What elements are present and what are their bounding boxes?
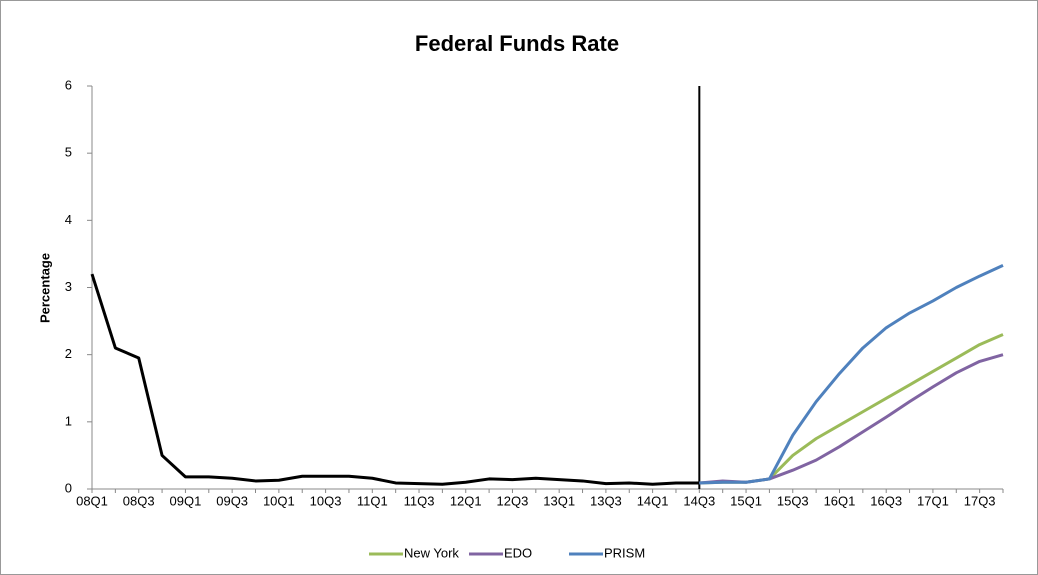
- x-tick-label: 10Q1: [263, 493, 295, 508]
- x-tick-label: 14Q3: [683, 493, 715, 508]
- legend-label: EDO: [504, 545, 532, 560]
- y-tick-label: 6: [65, 77, 72, 92]
- x-tick-label: 13Q1: [543, 493, 575, 508]
- series-line: [699, 263, 1004, 485]
- x-tick-label: 08Q3: [123, 493, 155, 508]
- x-tick-label: 16Q1: [824, 493, 856, 508]
- legend-label: New York: [404, 545, 459, 560]
- x-tick-label: 11Q3: [404, 493, 435, 508]
- x-tick-label: 11Q1: [357, 493, 388, 508]
- x-tick-label: 17Q3: [964, 493, 996, 508]
- x-tick-label: 12Q3: [497, 493, 529, 508]
- x-tick-label: 13Q3: [590, 493, 622, 508]
- x-tick-label: 14Q1: [637, 493, 669, 508]
- x-tick-label: 09Q3: [216, 493, 248, 508]
- series-line: [90, 273, 700, 486]
- x-tick-label: 08Q1: [76, 493, 108, 508]
- y-tick-label: 3: [65, 279, 72, 294]
- x-tick-label: 16Q3: [870, 493, 902, 508]
- x-tick-label: 10Q3: [310, 493, 342, 508]
- y-tick-label: 4: [65, 212, 72, 227]
- x-tick-label: 09Q1: [170, 493, 202, 508]
- y-tick-label: 2: [65, 346, 72, 361]
- y-axis-label: Percentage: [37, 253, 52, 323]
- x-tick-label: 17Q1: [917, 493, 949, 508]
- legend-label: PRISM: [604, 545, 645, 560]
- y-tick-label: 1: [65, 413, 72, 428]
- x-tick-label: 12Q1: [450, 493, 482, 508]
- chart-title: Federal Funds Rate: [415, 31, 619, 56]
- y-tick-label: 0: [65, 480, 72, 495]
- y-tick-label: 5: [65, 145, 72, 160]
- x-tick-label: 15Q3: [777, 493, 809, 508]
- x-tick-label: 15Q1: [730, 493, 762, 508]
